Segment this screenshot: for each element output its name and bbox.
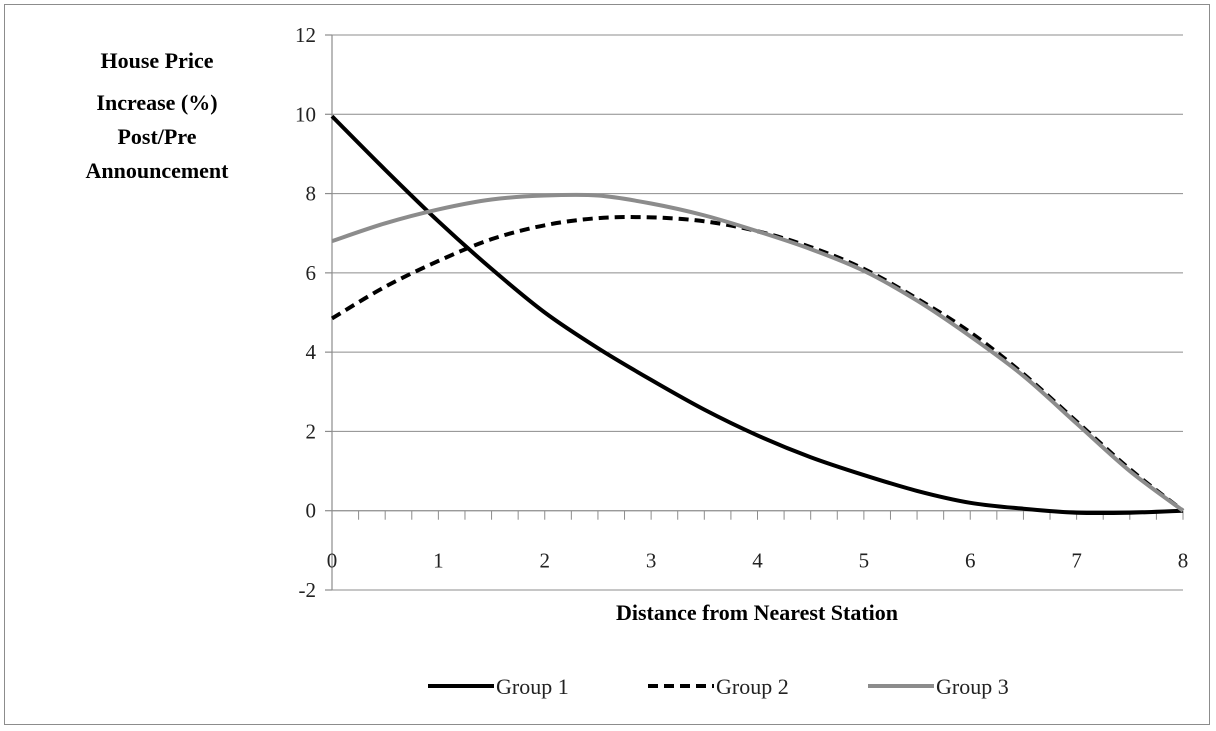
legend: Group 1 Group 2 Group 3 bbox=[428, 674, 1009, 699]
series-lines bbox=[330, 114, 1185, 516]
x-tick-label-2: 2 bbox=[540, 549, 551, 573]
legend-label-group-2: Group 2 bbox=[716, 674, 789, 699]
legend-label-group-1: Group 1 bbox=[496, 674, 569, 699]
y-tick-label-4: 4 bbox=[306, 340, 317, 364]
x-tick-label-0: 0 bbox=[327, 549, 338, 573]
legend-item-group-3: Group 3 bbox=[868, 674, 1009, 699]
y-axis-title-line-2: Increase (%) bbox=[96, 90, 217, 115]
legend-label-group-3: Group 3 bbox=[936, 674, 1009, 699]
y-axis-title: House Price Increase (%) Post/Pre Announ… bbox=[85, 48, 229, 183]
x-tick-label-6: 6 bbox=[965, 549, 976, 573]
y-tick-label-6: 6 bbox=[306, 261, 317, 285]
y-tick-label-10: 10 bbox=[295, 102, 316, 126]
x-tick-label-3: 3 bbox=[646, 549, 657, 573]
legend-item-group-2: Group 2 bbox=[648, 674, 789, 699]
legend-item-group-1: Group 1 bbox=[428, 674, 569, 699]
series-line-group-1 bbox=[330, 114, 1184, 516]
x-tick-label-8: 8 bbox=[1178, 549, 1189, 573]
series-line-group-2 bbox=[330, 215, 1185, 513]
y-tick-label-2: 2 bbox=[306, 419, 317, 443]
y-axis-title-line-1: House Price bbox=[100, 48, 213, 73]
x-axis-title: Distance from Nearest Station bbox=[616, 600, 898, 625]
y-tick-label--2: -2 bbox=[299, 578, 317, 602]
axes bbox=[325, 34, 1184, 591]
y-tick-label-8: 8 bbox=[306, 182, 317, 206]
y-axis-title-line-3: Post/Pre bbox=[117, 124, 196, 149]
series-line-group-3 bbox=[331, 192, 1185, 513]
x-tick-label-1: 1 bbox=[433, 549, 444, 573]
x-tick-label-4: 4 bbox=[752, 549, 763, 573]
x-tick-label-5: 5 bbox=[859, 549, 870, 573]
y-tick-label-12: 12 bbox=[295, 23, 316, 47]
x-tick-label-7: 7 bbox=[1071, 549, 1082, 573]
y-axis-title-line-4: Announcement bbox=[85, 158, 229, 183]
gridlines bbox=[332, 34, 1183, 591]
y-tick-label-0: 0 bbox=[306, 499, 317, 523]
